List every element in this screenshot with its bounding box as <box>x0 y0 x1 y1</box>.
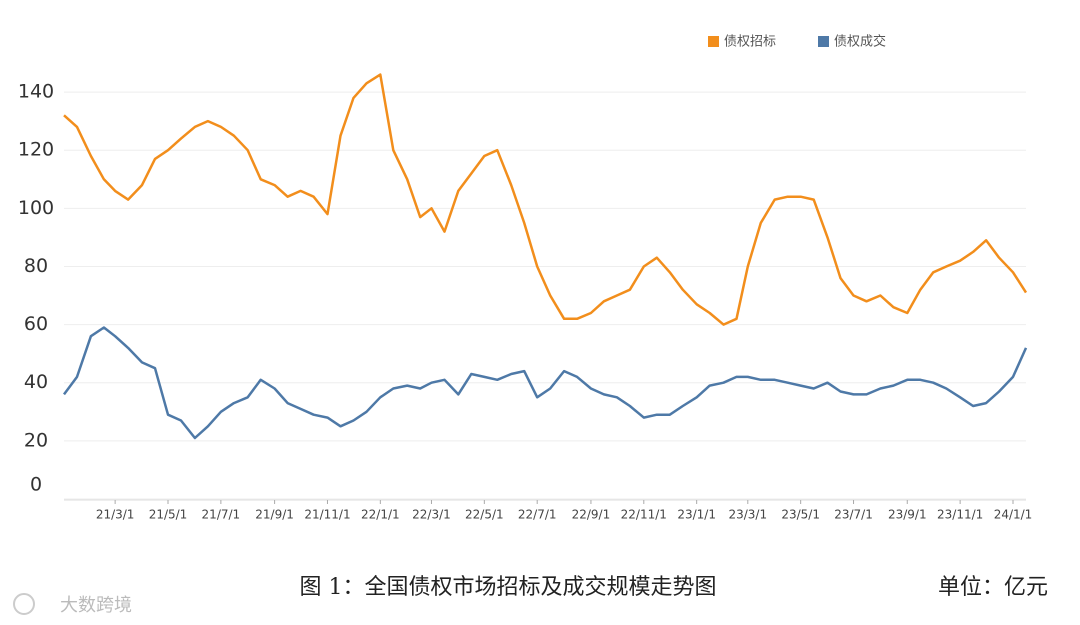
x-tick-label: 23/9/1 <box>888 508 927 522</box>
watermark-icon <box>13 593 35 615</box>
x-tick-label: 23/11/1 <box>937 508 983 522</box>
x-tick-label: 22/5/1 <box>465 508 504 522</box>
y-tick-label: 80 <box>24 255 48 277</box>
y-tick-label: 40 <box>24 371 48 393</box>
x-tick-label: 24/1/1 <box>994 508 1033 522</box>
x-tick-label: 23/3/1 <box>728 508 767 522</box>
x-tick-label: 21/9/1 <box>255 508 294 522</box>
legend-swatch <box>708 36 719 47</box>
x-tick-label: 22/3/1 <box>412 508 451 522</box>
legend-swatch <box>818 36 829 47</box>
unit-label: 单位：亿元 <box>938 575 1048 600</box>
x-tick-label: 21/11/1 <box>304 508 350 522</box>
y-tick-label: 140 <box>18 81 54 103</box>
series-line <box>63 73 1028 326</box>
x-tick-label: 22/1/1 <box>361 508 400 522</box>
x-tick-label: 23/5/1 <box>781 508 820 522</box>
x-tick-label: 21/7/1 <box>202 508 241 522</box>
x-tick-label: 23/7/1 <box>834 508 873 522</box>
x-tick-label: 22/11/1 <box>621 508 667 522</box>
y-tick-label: 120 <box>18 139 54 161</box>
watermark: 大数跨境 <box>60 595 132 616</box>
x-tick-label: 21/5/1 <box>149 508 188 522</box>
y-tick-label: 60 <box>24 313 48 335</box>
x-tick-label: 23/1/1 <box>677 508 716 522</box>
x-tick-label: 22/9/1 <box>572 508 611 522</box>
x-tick-label: 22/7/1 <box>518 508 557 522</box>
y-tick-label: 100 <box>18 197 54 219</box>
series-line <box>62 326 1028 440</box>
x-tick-label: 21/3/1 <box>96 508 135 522</box>
caption: 图 1：全国债权市场招标及成交规模走势图 <box>300 575 717 600</box>
legend-label: 债权成交 <box>834 34 886 50</box>
legend-label: 债权招标 <box>724 34 776 50</box>
y-tick-label: 0 <box>30 474 42 496</box>
y-tick-label: 20 <box>24 429 48 451</box>
